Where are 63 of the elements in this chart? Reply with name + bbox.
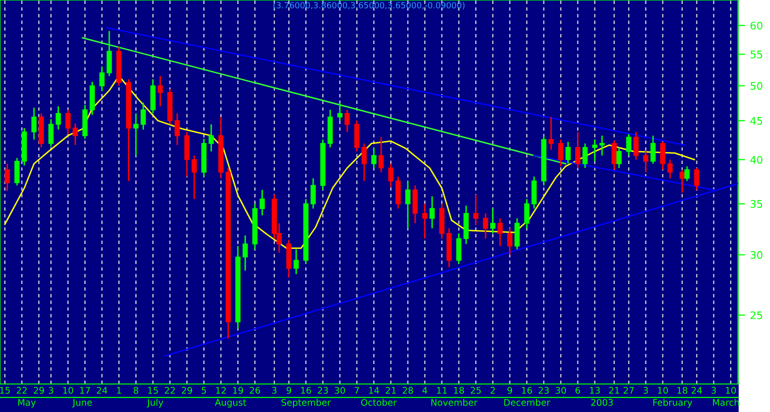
x-tick-label: 3 <box>712 386 716 394</box>
x-tick-label: 5 <box>202 387 206 394</box>
x-tick-label: 24 <box>692 386 702 394</box>
x-tick-label: 8 <box>134 386 138 394</box>
x2-tick-label: June <box>72 399 92 408</box>
x2-tick-label: July <box>146 398 164 408</box>
x-tick-label: 2 <box>490 386 495 394</box>
x-tick-label: 12 <box>216 386 226 394</box>
x-tick-label: 28 <box>402 386 413 394</box>
x2-tick-label: 2003 <box>591 398 613 406</box>
x2-tick-label: September <box>282 398 331 408</box>
x-tick-label: 23 <box>318 386 328 394</box>
x-tick-label: 7 <box>354 387 359 394</box>
x-tick-label: 18 <box>454 386 464 394</box>
x-tick-label: 4 <box>422 387 428 394</box>
y-tick-label: 45 <box>750 117 762 125</box>
x-tick-label: 30 <box>556 386 566 394</box>
x-tick-label: 11 <box>437 387 447 394</box>
x-tick-label: 22 <box>164 386 175 394</box>
x-tick-label: 14 <box>369 387 380 394</box>
x-tick-label: 1 <box>117 387 121 394</box>
y-tick-label: 50 <box>750 82 762 90</box>
x2-tick-label: May <box>18 399 36 408</box>
x2-tick-label: December <box>504 398 550 406</box>
x-tick-label: 17 <box>80 387 90 394</box>
x-tick-label: 16 <box>522 386 532 394</box>
x-tick-label: 15 <box>148 387 158 394</box>
x-tick-label: 30 <box>334 386 346 394</box>
x-tick-label: 16 <box>301 386 312 394</box>
x-tick-label: 3 <box>644 386 648 394</box>
x-tick-label: 21 <box>386 386 396 394</box>
x-tick-label: 13 <box>590 386 600 394</box>
x2-tick-label: February <box>653 398 692 408</box>
x-tick-label: 27 <box>624 386 634 394</box>
x2-tick-label: October <box>361 398 397 406</box>
x2-tick-label: August <box>214 399 246 408</box>
x-tick-label: 25 <box>470 386 481 394</box>
x-tick-label: 15 <box>0 387 10 394</box>
y-tick-label: 30 <box>750 251 762 259</box>
y-tick-label: 60 <box>750 22 762 30</box>
x-tick-label: 3 <box>48 386 54 394</box>
x-tick-label: 22 <box>16 386 27 394</box>
y-tick-label: 25 <box>750 311 762 320</box>
x-tick-label: 29 <box>182 386 192 394</box>
y-tick-label: 35 <box>750 200 762 208</box>
x-tick-label: 23 <box>538 386 549 394</box>
x-tick-label: 21 <box>609 386 620 394</box>
x-tick-label: 9 <box>508 386 512 394</box>
x-tick-label: 9 <box>286 386 292 394</box>
x-tick-label: 24 <box>96 386 108 394</box>
x-tick-label: 19 <box>233 386 244 394</box>
y-tick-label: 55 <box>750 50 762 58</box>
x-tick-label: 6 <box>576 386 580 394</box>
y-tick-label: 40 <box>750 156 762 164</box>
x2-tick-label: November <box>431 398 478 406</box>
x-tick-label: 10 <box>63 386 74 394</box>
x-tick-label: 10 <box>726 386 736 394</box>
chart-title: (3.76000,3.86000,3.65000,3.65000,-0.09000) <box>274 2 464 10</box>
x-tick-label: 26 <box>250 386 260 394</box>
x-tick-label: 3 <box>272 386 276 394</box>
x-tick-label: 18 <box>677 386 688 394</box>
x-tick-label: 10 <box>658 386 668 394</box>
x-tick-label: 29 <box>34 386 44 394</box>
